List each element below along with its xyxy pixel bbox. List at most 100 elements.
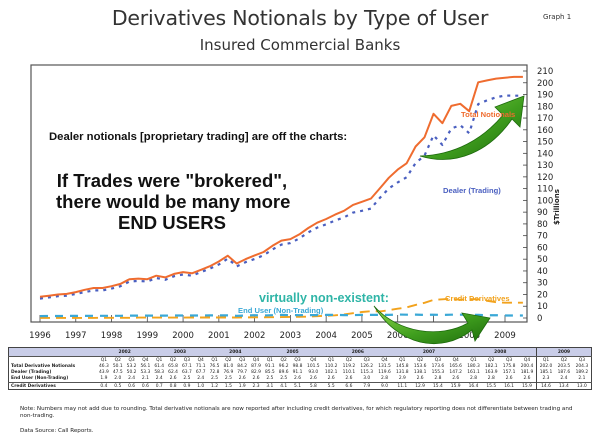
table-cell: 126.2 [360,363,373,369]
table-cell: 67.1 [181,363,192,369]
table-cell: 1.9 [235,381,250,390]
annotation-brokered: If Trades were "brokered", there would b… [56,170,291,233]
table-quarter-header: Q3 [505,357,513,363]
table-cell: 2.6 [169,376,177,382]
table-cell: 185.1 [535,369,555,376]
table-cell: 6.6 [340,381,358,390]
table-cell: 2.5 [224,376,232,382]
x-tick-label: 1999 [136,331,158,341]
table-cell: 15.9 [517,381,537,390]
table-cell: 2.6 [327,376,335,382]
x-tick-label: 2001 [208,331,230,341]
table-cell: 0.8 [166,381,180,390]
table-cell: 203.5 [557,363,571,369]
table-cell: 5.5 [322,381,341,390]
table-quarter-header: Q4 [381,357,388,363]
table-cell: 161.1 [467,370,480,376]
table-quarter-header: Q3 [294,357,301,363]
table-quarter-header: Q3 [239,357,246,363]
table-cell: 202.0 [535,363,555,370]
table-cell: 2.6 [523,376,531,382]
table-cell: 119.2 [342,363,356,369]
x-tick-label: 2003 [280,331,302,341]
table-cell: 0.5 [110,381,125,390]
table-cell: 84.2 [237,363,248,369]
table-cell: 91.1 [264,363,275,369]
table-cell: 98.8 [292,363,303,369]
table-cell: 63.7 [181,370,192,376]
table-cell: 91.1 [292,370,303,376]
data-table: 2002 2003 2004 2005 2006 2007 2008 2009 Q1 Q2 Q3 Q… [8,347,592,391]
footnote: Note: Numbers may not add due to roundin… [20,406,573,419]
table-cell: 47.5 [112,370,123,376]
table-cell: 2.8 [470,376,477,382]
x-tick-label: 2008 [458,331,480,341]
table-cell: 50.1 [112,363,123,369]
table-quarter-header: Q4 [452,357,459,363]
table-cell: 0.7 [152,381,167,390]
annotation-dealer-offchart: Dealer notionals [proprietary trading] a… [49,131,348,143]
table-cell: 53.3 [140,370,151,376]
table-cell: 11.1 [393,381,412,390]
table-quarter-header: Q4 [523,357,531,363]
series-total-notionals [39,75,523,298]
table-quarter-header: Q2 [345,357,353,363]
table-cell: 5.1 [290,381,305,390]
table-cell: 16.4 [464,381,483,390]
x-tick-label: 2009 [494,331,516,341]
table-cell: 85.5 [264,370,275,376]
table-cell: 2.8 [381,376,388,382]
y-tick-label: 210 [537,67,553,77]
table-cell: 102.1 [324,370,338,376]
table-cell: 2.6 [309,376,317,382]
table-cell: 2.3 [249,381,263,390]
y-tick-label: 150 [537,138,553,148]
table-cell: 7.9 [357,381,376,390]
y-axis: 0102030405060708090100110120130140150160… [523,67,553,324]
y-tick-label: 70 [537,232,548,242]
table-cell: 76.5 [209,363,220,369]
table-cell: 1.0 [193,381,208,390]
table-cell: 2.8 [434,376,442,382]
annotation-brokered-line2: there would be many more [56,191,291,212]
table-cell: 200.4 [520,363,534,369]
graph-number-label: Graph 1 [543,13,572,21]
table-cell: 46.3 [99,363,109,369]
table-quarter-header: Q1 [470,357,477,363]
chart-subtitle: Insured Commercial Banks [199,36,401,54]
table-cell: 61.4 [154,363,165,369]
table-cell: 180.3 [467,363,480,369]
series-label-credit: Credit Derivatives [445,294,510,303]
y-tick-label: 170 [537,114,553,124]
table-quarter-header: Q2 [416,357,424,363]
table-cell: 2.6 [452,376,460,382]
table-cell: 13.4 [554,381,573,390]
table-cell: 1.5 [221,381,236,390]
table-cell: 2.4 [560,376,568,382]
table-cell: 62.4 [168,370,178,376]
table-row-label: Total Derivative Notionals [11,363,76,369]
table-cell: 16.1 [500,381,518,390]
table-cell: 67.7 [195,370,206,376]
y-axis-label: $Trillions [553,189,561,225]
table-cell: 96.2 [278,363,289,369]
y-tick-label: 100 [537,196,553,206]
x-tick-label: 2006 [387,331,409,341]
chart-title: Derivatives Notionals by Type of User [111,6,489,30]
table-cell: 2.4 [128,376,136,382]
x-tick-label: 2002 [244,331,266,341]
table-cell: 5.8 [304,381,323,390]
table-cell: 2.6 [252,376,260,382]
table-corner-cell [8,347,97,358]
y-tick-label: 190 [537,91,553,101]
table-cell: 157.1 [502,370,516,376]
table-cell: 182.1 [485,363,498,369]
table-cell: 155.3 [431,370,445,376]
table-row: Total Derivative Notionals 46.3 50.1 53.2 56… [9,363,592,370]
table-cell: 131.5 [378,363,391,369]
table-cell: 2.1 [578,376,586,382]
table-cell: 2.6 [238,376,246,382]
table-quarter-header: Q3 [434,357,442,363]
table-cell: 65.8 [168,363,178,369]
y-tick-label: 50 [537,255,548,265]
